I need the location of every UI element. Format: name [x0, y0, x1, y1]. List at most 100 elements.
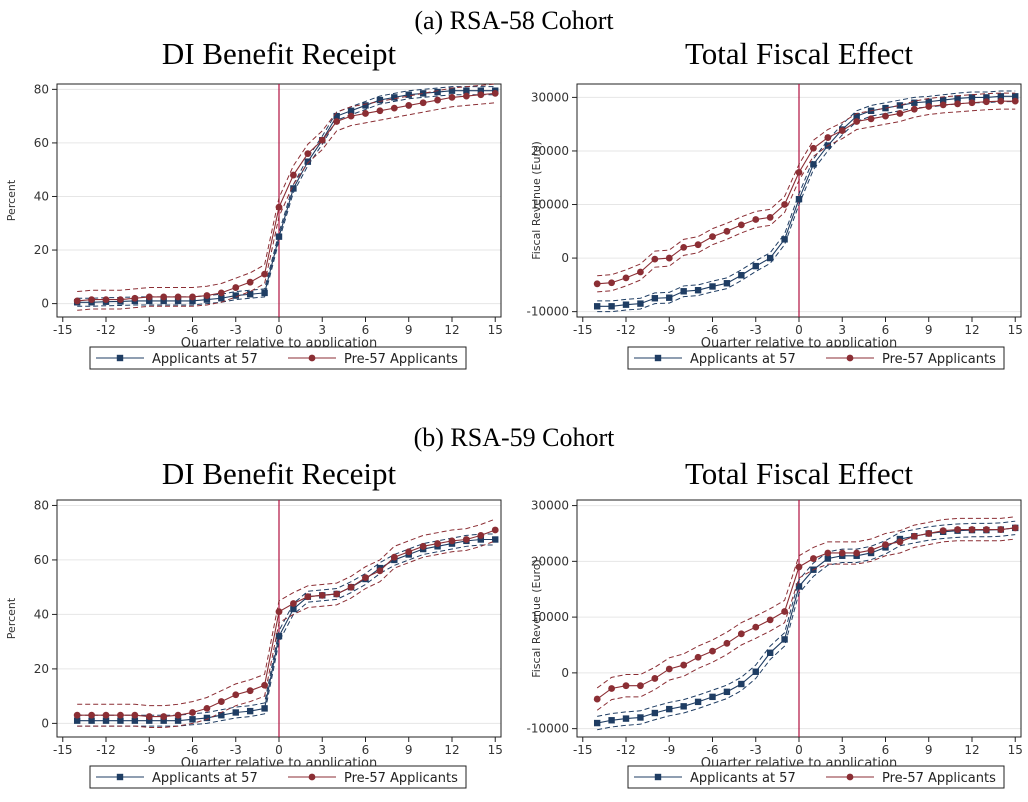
series-line: [596, 527, 1016, 700]
legend-label: Pre-57 Applicants: [882, 352, 996, 367]
x-tick-label: -9: [663, 743, 675, 757]
data-point: [275, 633, 283, 640]
legend-swatch-marker: [116, 773, 124, 781]
x-tick-label: -9: [143, 323, 155, 337]
series-line: [597, 527, 1016, 724]
data-point: [362, 574, 369, 582]
data-point: [261, 289, 268, 297]
data-point: [637, 714, 644, 721]
x-tick-label: 9: [925, 323, 933, 337]
y-tick-label: 80: [34, 82, 49, 96]
data-point: [954, 95, 961, 102]
data-point: [448, 87, 456, 94]
data-point: [766, 254, 774, 262]
data-point: [477, 91, 485, 99]
x-tick-label: 6: [882, 323, 890, 337]
ci-lower-line: [77, 540, 496, 728]
data-point: [983, 94, 990, 101]
y-tick-label: 40: [34, 189, 49, 203]
data-point: [637, 300, 644, 307]
data-point: [665, 254, 673, 262]
data-point: [246, 687, 254, 695]
y-tick-label: 30000: [531, 90, 569, 104]
x-tick-label: 15: [1008, 323, 1023, 337]
data-point: [434, 96, 441, 104]
data-point: [795, 168, 803, 176]
ci-lower-line: [77, 94, 496, 307]
chart-title: Total Fiscal Effect: [685, 36, 913, 71]
ci-upper-line: [597, 520, 1016, 717]
data-point: [939, 527, 947, 535]
data-point: [1011, 524, 1019, 532]
data-point: [781, 201, 788, 208]
x-tick-label: -12: [616, 743, 636, 757]
data-point: [853, 549, 861, 557]
data-point: [391, 94, 398, 101]
data-point: [117, 711, 124, 719]
y-tick-label: 0: [561, 666, 569, 680]
data-point: [954, 100, 961, 108]
ci-lower-line: [596, 538, 1016, 711]
y-tick-label: 0: [41, 297, 49, 311]
data-point: [896, 102, 904, 109]
x-tick-label: 3: [318, 743, 326, 757]
x-tick-label: -15: [573, 323, 593, 337]
data-point: [246, 278, 254, 286]
data-point: [376, 107, 384, 115]
data-point: [88, 296, 95, 303]
legend-label: Pre-57 Applicants: [882, 771, 996, 786]
data-point: [463, 87, 470, 94]
data-point: [983, 526, 990, 533]
data-point: [347, 583, 355, 591]
x-tick-label: 9: [405, 743, 413, 757]
x-tick-label: -3: [750, 323, 762, 337]
data-point: [593, 695, 601, 703]
data-point: [896, 538, 904, 546]
legend-box: [627, 765, 1005, 789]
data-point: [246, 291, 254, 298]
y-axis-title: Percent: [5, 597, 18, 639]
ci-upper-line: [597, 92, 1016, 277]
data-point: [131, 294, 139, 302]
data-point: [217, 698, 225, 705]
data-point: [232, 292, 239, 299]
y-tick-label: -10000: [526, 305, 569, 319]
y-tick-label: 20000: [531, 554, 569, 568]
data-point: [73, 717, 81, 724]
chart-title: DI Benefit Receipt: [162, 456, 397, 491]
data-point: [709, 647, 716, 655]
y-tick-label: 60: [34, 136, 49, 150]
chart-a-di-benefit-receipt: DI Benefit Receipt 0 20 40 60 80 -15 -12 -9 -6 -3 0…: [5, 36, 503, 370]
data-point: [203, 714, 211, 722]
data-point: [752, 262, 759, 270]
data-point: [810, 555, 817, 562]
data-point: [333, 590, 341, 598]
data-point: [593, 719, 601, 727]
ci-lower-line: [597, 108, 1016, 293]
data-point: [434, 88, 441, 96]
legend-label: Applicants at 57: [152, 771, 258, 786]
data-point: [304, 158, 312, 165]
x-tick-label: 0: [795, 323, 803, 337]
x-tick-label: -15: [53, 743, 73, 757]
data-point: [491, 526, 499, 534]
data-point: [477, 87, 485, 94]
data-point: [954, 526, 961, 533]
x-tick-label: 15: [488, 323, 503, 337]
data-point: [737, 221, 745, 229]
data-point: [694, 287, 702, 294]
panel-b-title: (b) RSA-59 Cohort: [414, 423, 616, 452]
ci-upper-line: [597, 90, 1016, 302]
ci-upper-line: [77, 83, 496, 293]
data-point: [997, 97, 1005, 105]
legend-swatch-marker: [308, 773, 316, 781]
x-tick-label: -6: [187, 323, 199, 337]
x-tick-label: -9: [143, 743, 155, 757]
ci-upper-line: [77, 86, 496, 299]
data-point: [189, 716, 196, 723]
data-point: [1011, 97, 1019, 105]
data-point: [824, 555, 832, 562]
data-point: [218, 712, 225, 719]
y-tick-label: 0: [41, 716, 49, 730]
ci-upper-line: [77, 518, 496, 707]
